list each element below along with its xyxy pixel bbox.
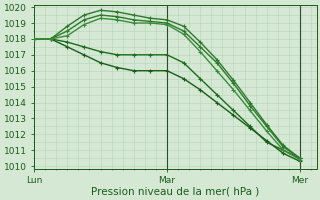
X-axis label: Pression niveau de la mer( hPa ): Pression niveau de la mer( hPa ) (91, 187, 260, 197)
